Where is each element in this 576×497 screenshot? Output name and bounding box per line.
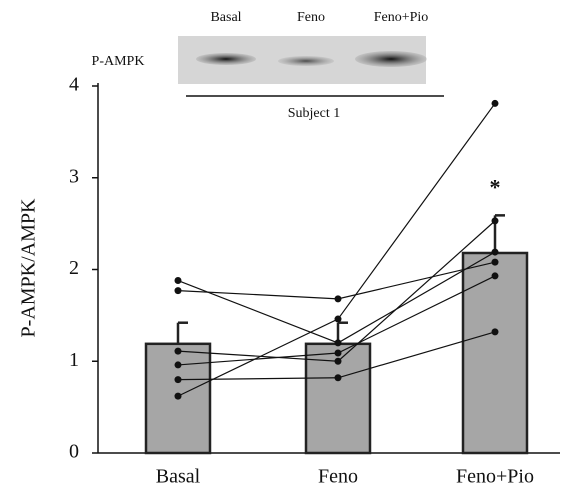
subject-point [175,393,182,400]
subject-point [175,376,182,383]
lane-label: Feno [297,10,325,25]
y-tick-label: 0 [69,441,79,463]
subject-point [175,361,182,368]
subject-point [335,374,342,381]
annotation: * [490,174,501,199]
subject-point [175,277,182,284]
subject-point [492,259,499,266]
chart: Basal Feno Feno+Pio P-AMPK Subject 1 P-A… [0,0,576,497]
blot: Basal Feno Feno+Pio P-AMPK Subject 1 [92,10,444,121]
subject-point [335,316,342,323]
subject-point [492,249,499,256]
subject-line [178,262,495,299]
blot-band [278,56,334,66]
subject-label: Subject 1 [288,106,341,121]
subject-point [175,287,182,294]
y-axis-label: P-AMPK/AMPK [18,198,40,337]
bar [463,253,527,453]
blot-label: P-AMPK [92,54,145,69]
x-tick-label: Feno [318,466,358,488]
x-tick-label: Basal [156,466,201,488]
subject-point [175,348,182,355]
y-tick-label: 3 [69,165,79,187]
blot-band [355,51,427,67]
x-tick-label: Feno+Pio [456,466,534,488]
lane-label: Feno+Pio [374,10,429,25]
subject-point [492,328,499,335]
y-tick-label: 2 [69,257,79,279]
subject-point [492,217,499,224]
y-tick-label: 4 [69,74,79,96]
subject-point [335,295,342,302]
subject-point [335,339,342,346]
subject-point [492,100,499,107]
blot-band [196,53,256,65]
y-tick-label: 1 [69,349,79,371]
subject-point [492,272,499,279]
subject-point [335,358,342,365]
lane-label: Basal [210,10,241,25]
subject-point [335,349,342,356]
